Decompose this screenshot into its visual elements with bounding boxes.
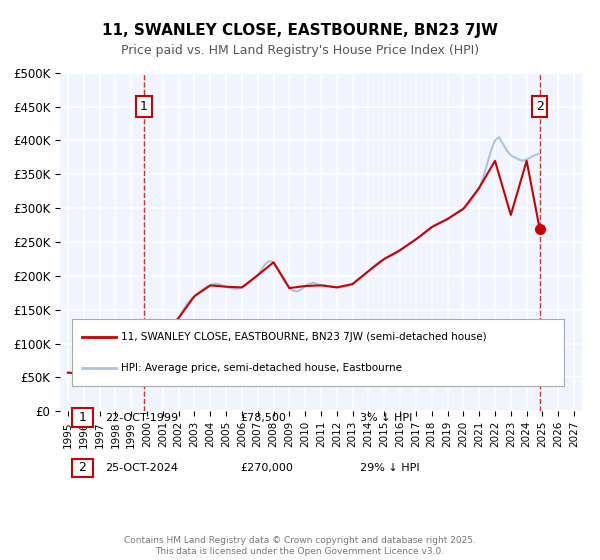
Text: 3% ↓ HPI: 3% ↓ HPI [360,413,412,423]
Text: 2: 2 [79,461,86,474]
Text: 2: 2 [536,100,544,113]
Text: Contains HM Land Registry data © Crown copyright and database right 2025.
This d: Contains HM Land Registry data © Crown c… [124,536,476,556]
Text: 29% ↓ HPI: 29% ↓ HPI [360,463,419,473]
Text: 22-OCT-1999: 22-OCT-1999 [105,413,178,423]
Text: 1: 1 [79,411,86,424]
Text: HPI: Average price, semi-detached house, Eastbourne: HPI: Average price, semi-detached house,… [121,363,402,374]
Text: 11, SWANLEY CLOSE, EASTBOURNE, BN23 7JW: 11, SWANLEY CLOSE, EASTBOURNE, BN23 7JW [102,24,498,38]
Text: 1: 1 [140,100,148,113]
Text: 11, SWANLEY CLOSE, EASTBOURNE, BN23 7JW (semi-detached house): 11, SWANLEY CLOSE, EASTBOURNE, BN23 7JW … [121,332,487,342]
Text: £270,000: £270,000 [240,463,293,473]
Text: £78,500: £78,500 [240,413,286,423]
Text: 25-OCT-2024: 25-OCT-2024 [105,463,178,473]
Text: Price paid vs. HM Land Registry's House Price Index (HPI): Price paid vs. HM Land Registry's House … [121,44,479,57]
